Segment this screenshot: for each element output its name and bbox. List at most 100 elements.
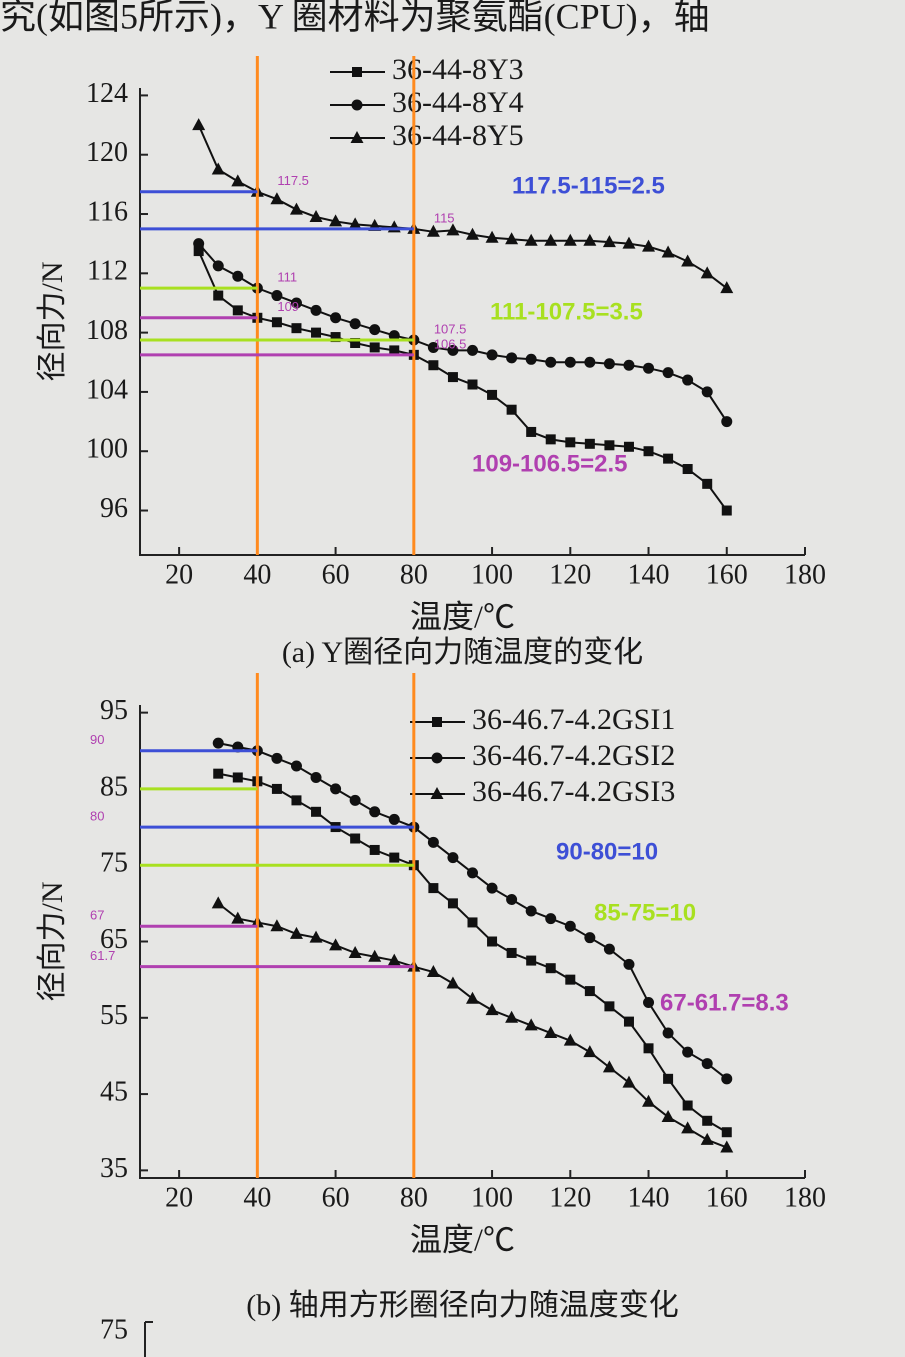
marker-circle — [427, 836, 439, 848]
marker-triangle — [720, 1140, 734, 1153]
y-tick-label: 75 — [100, 848, 128, 879]
caption: (a) Y圈径向力随温度的变化 — [282, 636, 643, 669]
marker-square — [467, 379, 478, 390]
caption: (b) 轴用方形圈径向力随温度变化 — [246, 1289, 678, 1322]
marker-square — [193, 246, 204, 257]
marker-square — [487, 389, 498, 400]
annotation-value: 67 — [90, 908, 104, 923]
marker-square — [702, 1115, 713, 1126]
x-tick-label: 60 — [322, 559, 350, 590]
legend-marker — [352, 67, 362, 77]
marker-circle — [721, 416, 733, 428]
y-tick-label: 85 — [100, 771, 128, 802]
marker-circle — [525, 353, 537, 365]
annotation-text: 111-107.5=3.5 — [490, 298, 643, 325]
marker-triangle — [329, 214, 343, 227]
marker-triangle — [289, 202, 303, 215]
marker-circle — [310, 304, 322, 316]
marker-square — [526, 426, 537, 437]
x-axis-label: 温度/℃ — [410, 598, 515, 634]
marker-triangle — [348, 217, 362, 230]
marker-triangle — [661, 245, 675, 258]
y-tick-label: 35 — [100, 1153, 128, 1184]
marker-triangle — [642, 239, 656, 252]
y-tick-label: 124 — [86, 78, 128, 109]
annotation-value: 80 — [90, 809, 104, 824]
marker-circle — [564, 920, 576, 932]
marker-square — [350, 833, 361, 844]
legend-label: 36-46.7-4.2GSI3 — [472, 775, 675, 808]
marker-triangle — [720, 281, 734, 294]
marker-circle — [545, 913, 557, 925]
y-tick-label: 120 — [86, 137, 128, 168]
marker-triangle — [231, 174, 245, 187]
marker-triangle — [505, 232, 519, 245]
marker-circle — [486, 882, 498, 894]
marker-circle — [310, 771, 322, 783]
marker-circle — [447, 852, 459, 864]
marker-square — [330, 332, 341, 343]
x-tick-label: 140 — [628, 1182, 670, 1213]
legend-label: 36-44-8Y5 — [392, 119, 524, 152]
x-tick-label: 100 — [471, 559, 513, 590]
y-tick-label: 45 — [100, 1077, 128, 1108]
marker-square — [584, 986, 595, 997]
marker-triangle — [211, 896, 225, 909]
marker-triangle — [544, 1026, 558, 1039]
marker-square — [447, 372, 458, 383]
marker-square — [506, 404, 517, 415]
marker-circle — [506, 894, 518, 906]
marker-circle — [349, 794, 361, 806]
partial-axis — [144, 1321, 153, 1357]
marker-circle — [623, 958, 635, 970]
marker-square — [545, 434, 556, 445]
marker-triangle — [583, 1045, 597, 1058]
legend-marker — [351, 99, 363, 111]
y-tick-label: 95 — [100, 695, 128, 726]
x-tick-label: 40 — [243, 559, 271, 590]
marker-square — [428, 883, 439, 894]
annotation-text: 85-75=10 — [594, 899, 696, 926]
x-tick-label: 120 — [549, 1182, 591, 1213]
marker-triangle — [622, 236, 636, 249]
marker-circle — [682, 1046, 694, 1058]
marker-triangle — [270, 192, 284, 205]
marker-triangle — [387, 953, 401, 966]
marker-circle — [369, 324, 381, 336]
annotation-value: 117.5 — [277, 173, 309, 188]
marker-circle — [623, 359, 635, 371]
marker-triangle — [211, 162, 225, 175]
legend-marker — [432, 717, 442, 727]
marker-circle — [271, 752, 283, 764]
annotation-value: 90 — [90, 732, 104, 747]
marker-circle — [721, 1073, 733, 1085]
marker-circle — [603, 943, 615, 955]
x-tick-label: 180 — [784, 1182, 826, 1213]
marker-square — [604, 440, 615, 451]
legend-label: 36-44-8Y4 — [392, 86, 524, 119]
marker-square — [663, 453, 674, 464]
marker-circle — [212, 737, 224, 749]
marker-square — [584, 438, 595, 449]
annotation-value: 106.5 — [434, 336, 467, 351]
marker-square — [311, 806, 322, 817]
marker-triangle — [642, 1094, 656, 1107]
marker-triangle — [270, 919, 284, 932]
marker-square — [389, 345, 400, 356]
marker-square — [487, 936, 498, 947]
x-tick-label: 180 — [784, 559, 826, 590]
marker-square — [721, 1127, 732, 1138]
x-tick-label: 160 — [706, 559, 748, 590]
x-tick-label: 20 — [165, 559, 193, 590]
marker-triangle — [524, 233, 538, 246]
marker-square — [721, 505, 732, 516]
marker-circle — [643, 362, 655, 374]
marker-circle — [290, 297, 302, 309]
y-axis-label: 径向力/N — [36, 262, 69, 382]
marker-triangle — [231, 911, 245, 924]
marker-triangle — [485, 1003, 499, 1016]
marker-triangle — [368, 949, 382, 962]
marker-circle — [564, 356, 576, 368]
marker-circle — [662, 367, 674, 379]
marker-square — [350, 337, 361, 348]
